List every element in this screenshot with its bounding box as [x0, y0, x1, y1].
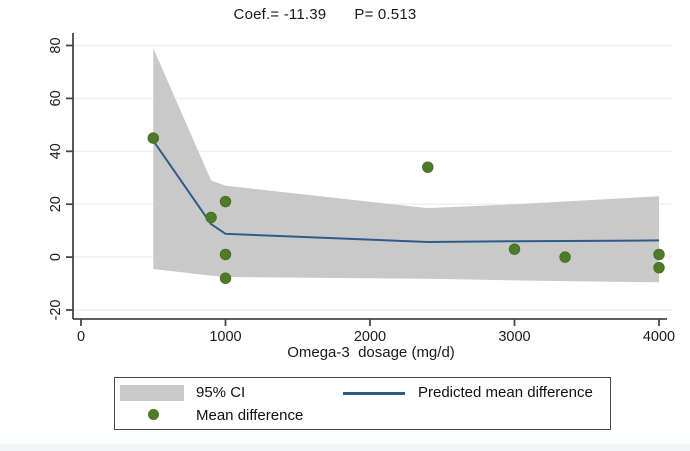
predicted-mean-line: [152, 140, 660, 244]
x-tick-label: 1000: [209, 329, 241, 345]
mean-difference-marker: [148, 409, 159, 420]
p-value-label: P= 0.513: [354, 6, 417, 23]
legend: 95% CI Predicted mean difference Mean di…: [114, 377, 611, 430]
mean-difference-point: [653, 261, 665, 274]
mean-difference-point: [219, 195, 232, 208]
x-axis-title: Omega-3 dosage (mg/d): [287, 344, 455, 361]
y-tick-label: 80: [48, 37, 64, 53]
legend-mean-label: Mean difference: [196, 407, 304, 424]
x-tick-label: 2000: [354, 329, 386, 345]
mean-difference-point: [205, 211, 217, 224]
y-tick-label: 60: [48, 90, 64, 106]
mean-difference-point: [219, 248, 232, 261]
bottom-strip: [0, 444, 690, 451]
y-tick-label: -20: [48, 300, 64, 321]
x-tick-label: 3000: [498, 329, 530, 345]
x-tick-label: 4000: [643, 329, 675, 345]
mean-difference-point: [559, 251, 571, 263]
mean-difference-point: [653, 248, 665, 261]
legend-ci-label: 95% CI: [196, 384, 246, 401]
chart-title: Coef.= -11.39 P= 0.513: [0, 6, 650, 23]
mean-difference-point: [147, 132, 159, 144]
x-tick-label: 0: [77, 329, 85, 345]
ci-band: [153, 48, 659, 283]
ci-band-swatch: [120, 385, 184, 401]
mean-difference-point: [219, 272, 232, 284]
coefficient-label: Coef.= -11.39: [233, 6, 327, 23]
mean-difference-point: [422, 161, 434, 173]
mean-difference-point: [508, 243, 521, 255]
y-tick-label: 20: [48, 196, 64, 212]
predicted-line-sample: [343, 392, 405, 395]
y-tick-label: 0: [48, 253, 64, 261]
plot-area: -20 0 20 40 60 80 0 1000 2000 3000 4000: [48, 33, 675, 345]
legend-predicted-label: Predicted mean difference: [418, 384, 593, 401]
y-tick-label: 40: [48, 143, 64, 159]
